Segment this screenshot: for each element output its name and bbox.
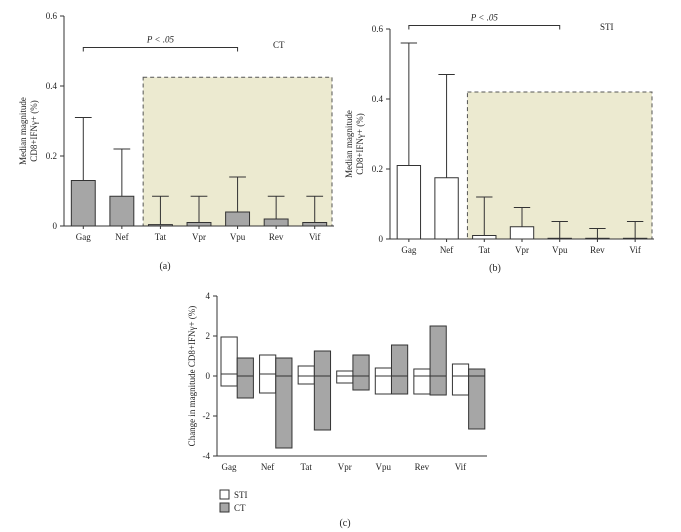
y-axis-label: Change in magnitude CD8+IFNγ+ (%) [187, 306, 197, 447]
panel-a-label: (a) [159, 261, 170, 272]
legend-text: CT [273, 40, 285, 50]
y-tick-label: 0.4 [372, 94, 384, 104]
bar-gag [70, 180, 96, 227]
panel-c-label: (c) [339, 518, 350, 529]
x-tick-label: Vif [455, 462, 466, 472]
x-tick-label: Gag [401, 245, 416, 255]
range-bar-sti-tat [297, 365, 315, 385]
x-tick-label: Tat [155, 232, 167, 242]
y-axis-label: Median magnitudeCD8+IFNγ+ (%) [18, 97, 39, 165]
legend-label-ct: CT [234, 503, 246, 513]
x-tick-label: Vpu [230, 232, 246, 242]
bar-nef [434, 177, 459, 240]
panel-c-floating-bar-chart: -4 -2 0 2 4 Change in magnitude CD8+IFNγ+ (%)… [187, 291, 487, 513]
legend-swatch-sti [219, 489, 230, 500]
x-tick-label: Nef [440, 245, 454, 255]
y-axis-label-line: Median magnitude [344, 110, 354, 178]
y-tick-label: 0.6 [46, 11, 58, 21]
range-bar-ct-vpu [390, 344, 409, 395]
x-tick-label: Vpr [338, 462, 352, 472]
range-bar-ct-vpr [352, 354, 370, 391]
bar-vpu [547, 237, 572, 240]
bar-vif [622, 237, 648, 240]
significance-label: P < .05 [146, 35, 175, 45]
y-tick-label: 0.2 [372, 164, 383, 174]
significance-bracket [408, 25, 561, 30]
x-tick-label: Rev [415, 462, 430, 472]
x-tick-label: Gag [222, 462, 237, 472]
range-bar-sti-vif [451, 363, 470, 396]
x-tick-label: Vpr [192, 232, 206, 242]
x-tick-label: Tat [479, 245, 491, 255]
x-tick-label: Nef [261, 462, 275, 472]
significance-bracket [82, 47, 239, 52]
y-tick-label: -4 [203, 451, 211, 461]
x-tick-label: Vpu [376, 462, 392, 472]
x-tick-label: Vif [629, 245, 640, 255]
x-tick-label: Vpu [552, 245, 568, 255]
bar-vpr [509, 226, 535, 240]
legend-label-sti: STI [234, 490, 248, 500]
panel-b-bar-chart: 0 0.2 0.4 0.6 Median magnitudeCD8+IFNγ+ (%) G… [344, 13, 654, 255]
x-tick-label: Tat [300, 462, 312, 472]
range-bar-ct-rev [429, 325, 447, 396]
bar-rev [585, 237, 610, 240]
bar-nef [109, 195, 135, 227]
panel-a-bar-chart: 0 0.2 0.4 0.6 Median magnitudeCD8+IFNγ+ (%) G… [18, 11, 334, 242]
y-tick-label: 0.4 [46, 81, 58, 91]
bar-tat [472, 235, 497, 240]
range-bar-ct-vif [468, 368, 486, 430]
x-tick-label: Gag [76, 232, 91, 242]
x-tick-label: Rev [269, 232, 284, 242]
panel-b-label: (b) [489, 263, 501, 274]
bar-tat [147, 224, 173, 227]
y-axis-label: Median magnitudeCD8+IFNγ+ (%) [344, 110, 365, 178]
y-tick-label: 0.2 [46, 151, 57, 161]
x-tick-label: Rev [590, 245, 605, 255]
range-bar-sti-vpu [374, 367, 392, 395]
range-bar-ct-nef [275, 357, 293, 449]
legend-text: STI [600, 22, 614, 32]
x-tick-label: Vpr [515, 245, 529, 255]
y-tick-label: 0 [53, 221, 58, 231]
y-axis-label-line: CD8+IFNγ+ (%) [29, 100, 39, 161]
y-tick-label: 0 [379, 234, 384, 244]
range-bar-ct-tat [313, 350, 332, 431]
x-tick-label: Vif [309, 232, 320, 242]
y-tick-label: 0.6 [372, 24, 384, 34]
bar-rev [263, 218, 289, 227]
legend-swatch-ct [219, 502, 230, 513]
range-bar-ct-gag [236, 357, 254, 399]
x-tick-label: Nef [115, 232, 129, 242]
range-bar-sti-gag [220, 336, 238, 387]
y-tick-label: -2 [203, 411, 211, 421]
bar-vif [302, 222, 328, 227]
y-axis-label-line: CD8+IFNγ+ (%) [355, 113, 365, 174]
bar-vpr [186, 222, 212, 227]
bar-gag [396, 165, 422, 240]
y-tick-label: 4 [206, 291, 211, 301]
range-bar-sti-rev [413, 368, 431, 395]
highlight-region [466, 91, 653, 240]
significance-label: P < .05 [470, 13, 499, 23]
y-tick-label: 0 [206, 371, 211, 381]
y-axis-label-line: Median magnitude [18, 97, 28, 165]
range-bar-sti-vpr [336, 370, 354, 384]
y-tick-label: 2 [206, 331, 211, 341]
bar-vpu [225, 211, 251, 227]
